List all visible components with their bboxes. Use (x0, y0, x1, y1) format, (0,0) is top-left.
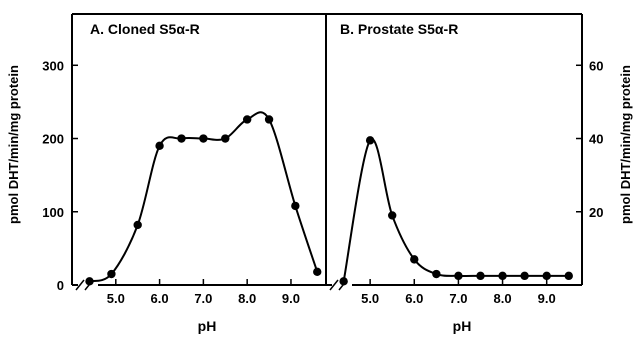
y-tick-label: 200 (42, 132, 64, 147)
data-point (410, 255, 419, 264)
panel-a: A. Cloned S5α-R 5.0 6.0 7.0 8.0 9.0 pH 0 100 200 3… (6, 13, 327, 334)
axis-break-mark (75, 279, 85, 291)
data-point (242, 115, 252, 124)
data-point (264, 115, 274, 124)
y-tick-label: 100 (42, 205, 64, 220)
panel-b: B. Prostate S5α-R 5.0 6.0 7.0 8.0 9.0 pH 20 40 60… (325, 13, 633, 334)
x-tick-label: 8.0 (238, 291, 256, 306)
data-point (291, 201, 300, 211)
data-point (155, 141, 164, 151)
y-tick-label: 20 (589, 205, 603, 220)
data-point (542, 271, 551, 281)
data-point (107, 269, 116, 279)
x-tick-label: 6.0 (405, 291, 423, 306)
data-point (221, 134, 230, 143)
data-point (388, 211, 397, 220)
y-axis-label: pmol DHT/min/mg protein (618, 65, 633, 224)
x-tick-label: 5.0 (107, 291, 125, 306)
x-tick-label: 8.0 (494, 291, 512, 306)
y-tick-label: 40 (589, 132, 603, 147)
data-point (177, 134, 186, 143)
data-point (520, 271, 529, 281)
series-line (342, 138, 569, 282)
x-axis-label: pH (198, 318, 217, 334)
y-tick-label: 300 (42, 58, 64, 73)
y-tick-label: 0 (57, 278, 64, 293)
chart-title: B. Prostate S5α-R (340, 21, 458, 37)
data-point (476, 271, 485, 281)
data-point (339, 277, 348, 286)
data-point (365, 136, 375, 145)
x-tick-label: 9.0 (538, 291, 556, 306)
y-tick-label: 60 (589, 58, 603, 73)
x-tick-label: 6.0 (151, 291, 169, 306)
data-point (432, 269, 441, 279)
data-point (564, 271, 573, 281)
x-tick-label: 9.0 (282, 291, 300, 306)
data-point (498, 271, 507, 281)
x-tick-label: 7.0 (449, 291, 467, 306)
x-axis-label: pH (453, 318, 472, 334)
data-point (313, 267, 322, 277)
data-point (199, 134, 208, 143)
data-point (85, 277, 94, 286)
data-point (133, 220, 142, 230)
axis-break-mark (329, 279, 339, 291)
x-tick-label: 7.0 (194, 291, 212, 306)
x-tick-label: 5.0 (361, 291, 379, 306)
chart-title: A. Cloned S5α-R (90, 21, 200, 37)
y-axis-label: pmol DHT/min/mg protein (6, 65, 21, 224)
data-point (454, 271, 463, 281)
